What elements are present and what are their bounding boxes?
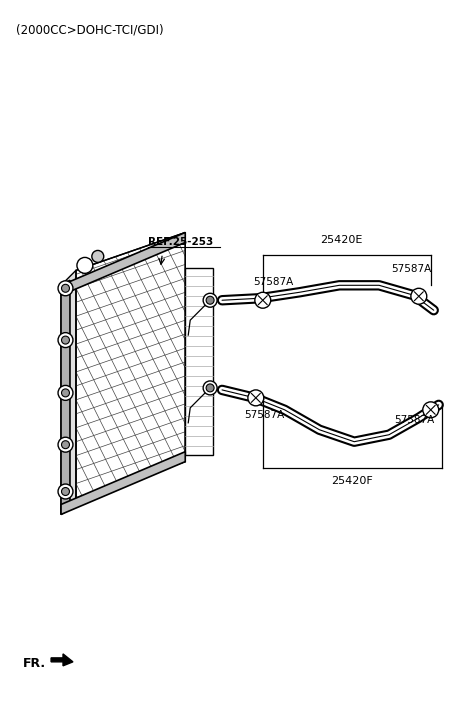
Text: 57587A: 57587A [394, 415, 434, 425]
Circle shape [62, 284, 69, 292]
Circle shape [411, 289, 427, 304]
Text: FR.: FR. [23, 656, 46, 670]
Polygon shape [51, 654, 73, 666]
Text: (2000CC>DOHC-TCI/GDI): (2000CC>DOHC-TCI/GDI) [16, 23, 164, 36]
Circle shape [58, 437, 73, 452]
Circle shape [206, 297, 214, 304]
Circle shape [203, 381, 217, 395]
Circle shape [62, 389, 69, 397]
Text: 57587A: 57587A [391, 265, 431, 274]
Circle shape [203, 293, 217, 308]
Circle shape [62, 441, 69, 449]
Circle shape [58, 484, 73, 499]
Polygon shape [61, 270, 76, 515]
Circle shape [248, 390, 264, 406]
Polygon shape [61, 451, 185, 515]
Text: 57587A: 57587A [253, 277, 293, 287]
Text: 25420E: 25420E [321, 236, 363, 246]
Polygon shape [61, 233, 185, 295]
Circle shape [77, 257, 93, 273]
Text: 57587A: 57587A [244, 410, 284, 419]
Circle shape [423, 402, 439, 418]
Circle shape [92, 250, 104, 262]
Bar [185, 268, 213, 454]
Circle shape [58, 385, 73, 401]
Text: 25420F: 25420F [331, 475, 373, 486]
Polygon shape [76, 233, 185, 499]
Circle shape [62, 488, 69, 496]
Polygon shape [61, 281, 70, 515]
Circle shape [62, 336, 69, 344]
Circle shape [58, 281, 73, 296]
Circle shape [206, 384, 214, 392]
Circle shape [58, 333, 73, 348]
Circle shape [255, 292, 271, 308]
Text: REF.25-253: REF.25-253 [149, 238, 214, 247]
